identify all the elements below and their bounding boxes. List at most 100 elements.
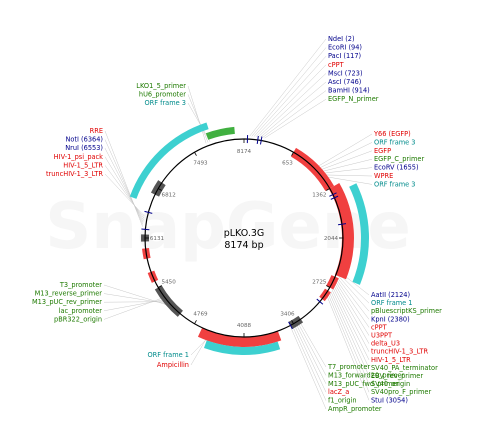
feature-label: HIV-1_5_LTR	[371, 356, 411, 364]
tick-label: 6812	[162, 193, 176, 199]
tick-mark	[291, 320, 294, 324]
plasmid-name: pLKO.3G	[224, 228, 265, 239]
feature-label: U3PPT	[371, 332, 393, 340]
feature-label: T7_promoter	[327, 363, 370, 371]
leader-line	[294, 326, 327, 393]
tick-label: 4769	[193, 311, 208, 317]
feature-label: delta_U3	[371, 340, 400, 348]
feature-label: NdeI (2)	[328, 35, 355, 43]
tick-label: 1362	[312, 193, 326, 199]
site-markers	[141, 135, 347, 330]
leader-line	[322, 167, 373, 174]
tick-mark	[158, 285, 162, 288]
tick-label: 6131	[150, 236, 165, 242]
site-marker	[338, 223, 347, 226]
leader-line	[103, 301, 165, 303]
feature-label: StuI (3054)	[371, 396, 408, 404]
feature-label: truncHIV-1_3_LTR	[46, 170, 103, 178]
feature-label: f1_origin	[328, 397, 357, 405]
leader-line	[319, 150, 373, 171]
position-ticks: 8174 653 1362 2044 2725 3406 4088 4769 5450 6131 6…	[145, 139, 343, 337]
leader-line	[321, 158, 373, 172]
tick-label: 2044	[324, 236, 339, 242]
feature-label: PacI (117)	[328, 52, 361, 60]
leader-line	[104, 165, 145, 219]
feature-label: EGFP_C_primer	[374, 155, 424, 163]
leader-line	[103, 298, 162, 320]
feature-label: truncHIV-1_3_LTR	[371, 348, 428, 356]
site-marker	[141, 228, 150, 231]
feature-label: M13_forward20_primer	[328, 371, 405, 379]
tick-mark	[291, 152, 294, 156]
leader-line	[336, 279, 370, 328]
feature-label: lacZ_a	[328, 388, 349, 396]
feature-label: RRE	[90, 127, 103, 135]
leader-line	[324, 174, 373, 177]
feature-labels: NdeI (2)EcoRI (94)PacI (117) cPPT MscI (72…	[32, 35, 442, 413]
orf-frame3-arc-right	[349, 183, 369, 285]
leader-line	[333, 285, 370, 352]
feature-label: HIV-1_psi_pack	[54, 153, 103, 161]
leader-line	[327, 296, 370, 401]
leader-line	[187, 85, 207, 144]
feature-label: AscI (746)	[328, 78, 361, 86]
feature-label: M13_pUC_fwd_primer	[328, 380, 400, 388]
feature-label: WPRE	[374, 172, 393, 180]
feature-label: lac_promoter	[59, 307, 103, 315]
leader-line	[104, 139, 144, 225]
feature-label: ORF frame 3	[374, 138, 416, 146]
feature-label: AmpR_promoter	[328, 405, 382, 413]
leader-line	[264, 98, 327, 139]
feature-label: pBluescriptKS_primer	[371, 307, 442, 315]
feature-label: ORF frame 1	[147, 351, 189, 359]
orf-frame3-arc-top-left	[129, 122, 209, 199]
leader-line	[187, 94, 209, 143]
hu6-promoter-block	[205, 126, 235, 140]
leader-line	[328, 294, 370, 393]
leader-line	[337, 278, 370, 320]
wpre-block	[328, 183, 354, 280]
tick-mark	[194, 152, 197, 156]
feature-label: BamHI (914)	[328, 87, 370, 95]
feature-label: Ampicillin	[157, 361, 189, 369]
feature-label: EcoRI (94)	[328, 44, 362, 52]
leader-line	[104, 130, 143, 227]
leader-line	[318, 142, 373, 169]
leader-line	[104, 173, 145, 217]
tick-label: 653	[282, 161, 293, 167]
feature-label: SV40pro_F_primer	[371, 388, 431, 396]
leader-line	[296, 325, 327, 384]
feature-label: LKO1_5_primer	[136, 82, 186, 90]
leader-line	[338, 276, 370, 312]
leader-line	[330, 291, 370, 377]
feature-label: SV40_PA_terminator	[371, 364, 438, 372]
tick-label: 8174	[237, 149, 252, 155]
feature-label: MscI (723)	[328, 69, 363, 77]
leader-line	[298, 324, 327, 376]
tick-mark	[326, 188, 330, 191]
feature-label: M13_reverse_primer	[35, 290, 103, 298]
tick-label: 7493	[193, 161, 208, 167]
leader-line	[258, 73, 327, 138]
leader-line	[300, 322, 327, 368]
tick-mark	[194, 320, 197, 324]
leader-line	[262, 90, 327, 138]
feature-label: T3_promoter	[59, 281, 102, 289]
feature-label: ORF frame 3	[144, 99, 186, 107]
leader-line	[251, 47, 327, 137]
site-marker	[329, 192, 337, 197]
leader-line	[253, 56, 327, 137]
feature-label: cPPT	[371, 323, 388, 331]
site-marker	[144, 210, 153, 214]
leader-line	[332, 287, 370, 360]
leader-line	[187, 102, 211, 142]
tick-mark	[326, 285, 330, 288]
feature-label: EGFP	[374, 147, 391, 155]
tick-label: 3406	[280, 311, 295, 317]
leader-line	[104, 148, 144, 223]
feature-label: EGFP_N_primer	[328, 95, 379, 103]
feature-label: KpnI (2380)	[371, 315, 410, 323]
feature-label: AatII (2124)	[371, 291, 410, 299]
feature-label: EcoRV (1655)	[374, 164, 419, 172]
